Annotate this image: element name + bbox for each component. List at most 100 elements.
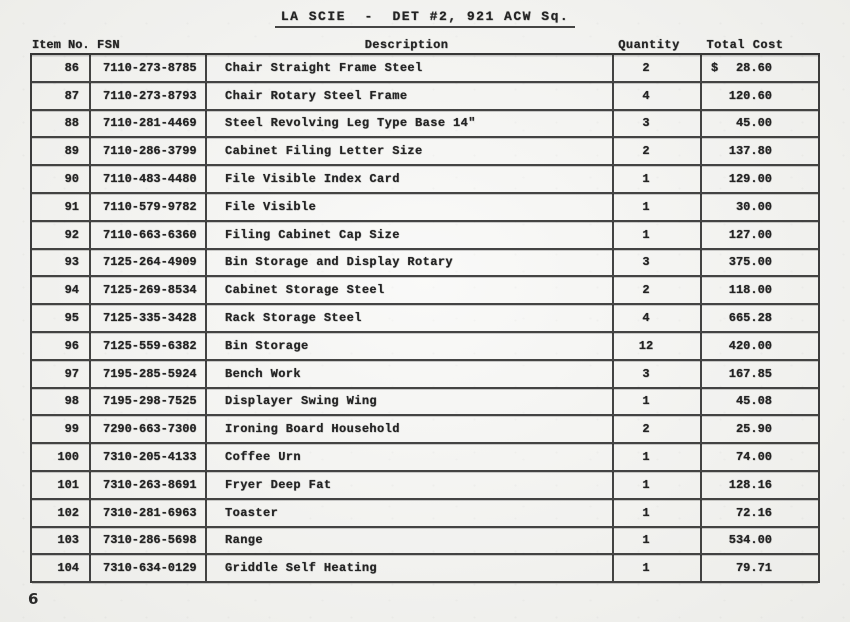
table-row: 89 7110-286-3799 Cabinet Filing Letter S…	[32, 138, 818, 167]
cell-item-no: 94	[64, 283, 79, 298]
cell-fsn: 7110-483-4480	[89, 166, 205, 192]
cell-fsn: 7125-264-4909	[89, 249, 205, 276]
cell-fsn: 7290-663-7300	[89, 416, 205, 443]
cell-fsn: 7310-281-6963	[89, 499, 205, 526]
cell-total-cost: 79.71	[700, 555, 818, 582]
cell-total-cost: 72.16	[700, 499, 818, 526]
cost-amount: 129.00	[728, 172, 772, 187]
cell-quantity: 2	[612, 277, 700, 304]
cell-quantity: 4	[612, 305, 700, 331]
cell-quantity: 1	[612, 444, 700, 470]
cell-fsn: 7310-205-4133	[89, 444, 205, 470]
cost-amount: 25.90	[735, 422, 772, 437]
cell-fsn: 7310-634-0129	[89, 555, 205, 582]
cell-total-cost: 665.28	[700, 305, 818, 331]
cost-amount: 45.00	[735, 116, 772, 131]
cost-amount: 167.85	[728, 366, 772, 381]
cell-description: Bin Storage and Display Rotary	[205, 249, 612, 276]
cell-quantity: 2	[612, 55, 700, 81]
cell-item-no: 103	[57, 533, 79, 548]
inventory-table: Item No. FSN Description Quantity Total …	[30, 38, 820, 584]
table-row: 96 7125-559-6382 Bin Storage 12 420.00	[32, 332, 818, 361]
cell-description: Bin Storage	[205, 332, 612, 359]
cell-total-cost: 118.00	[700, 277, 818, 304]
cell-item-no: 88	[64, 116, 79, 131]
cell-quantity: 1	[612, 193, 700, 220]
cell-fsn: 7110-663-6360	[89, 221, 205, 248]
cell-description: Coffee Urn	[205, 444, 612, 470]
cell-total-cost: 420.00	[700, 332, 818, 359]
cell-item-no: 97	[64, 366, 79, 381]
title-container: LA SCIE - DET #2, 921 ACW Sq.	[0, 7, 850, 28]
cell-item-no: 102	[57, 505, 79, 520]
cell-description: Steel Revolving Leg Type Base 14"	[205, 110, 612, 137]
cell-item-no: 89	[64, 144, 79, 159]
table-row: 104 7310-634-0129 Griddle Self Heating 1…	[32, 555, 818, 584]
cell-item-no: 96	[64, 338, 79, 353]
cell-item-no: 93	[64, 255, 79, 270]
cell-description: File Visible	[205, 193, 612, 220]
cell-description: File Visible Index Card	[205, 166, 612, 192]
cell-item-no: 90	[64, 172, 79, 187]
cell-quantity: 1	[612, 471, 700, 498]
table-row: 93 7125-264-4909 Bin Storage and Display…	[32, 249, 818, 278]
cell-total-cost: 45.08	[700, 388, 818, 415]
cell-quantity: 1	[612, 166, 700, 192]
cost-amount: 375.00	[728, 255, 772, 270]
page-number: 6	[28, 590, 39, 608]
cell-quantity: 4	[612, 82, 700, 109]
cell-description: Filing Cabinet Cap Size	[205, 221, 612, 248]
header-quantity: Quantity	[618, 38, 680, 52]
cell-total-cost: 127.00	[700, 221, 818, 248]
cost-amount: 127.00	[728, 227, 772, 242]
page-title: LA SCIE - DET #2, 921 ACW Sq.	[274, 9, 576, 28]
cost-amount: 118.00	[728, 283, 772, 298]
cell-description: Toaster	[205, 499, 612, 526]
cell-fsn: 7195-285-5924	[89, 360, 205, 387]
cell-description: Displayer Swing Wing	[205, 388, 612, 415]
cell-fsn: 7195-298-7525	[89, 388, 205, 415]
table-row: 101 7310-263-8691 Fryer Deep Fat 1 128.1…	[32, 471, 818, 500]
cost-amount: 665.28	[728, 311, 772, 326]
table-row: 102 7310-281-6963 Toaster 1 72.16	[32, 499, 818, 528]
cell-item-no: 104	[57, 561, 79, 576]
cell-quantity: 1	[612, 527, 700, 554]
cost-amount: 30.00	[735, 199, 772, 214]
cell-quantity: 12	[612, 332, 700, 359]
cell-total-cost: 30.00	[700, 193, 818, 220]
table-row: 88 7110-281-4469 Steel Revolving Leg Typ…	[32, 110, 818, 139]
cost-amount: 120.60	[728, 88, 772, 103]
cell-item-no: 91	[64, 199, 79, 214]
cell-item-no: 95	[64, 311, 79, 326]
table-row: 95 7125-335-3428 Rack Storage Steel 4 66…	[32, 305, 818, 333]
table-row: 86 7110-273-8785 Chair Straight Frame St…	[32, 55, 818, 83]
table-row: 94 7125-269-8534 Cabinet Storage Steel 2…	[32, 277, 818, 306]
cell-total-cost: 45.00	[700, 110, 818, 137]
cell-item-no: 99	[64, 422, 79, 437]
table-row: 99 7290-663-7300 Ironing Board Household…	[32, 416, 818, 445]
cell-quantity: 1	[612, 555, 700, 582]
table-row: 97 7195-285-5924 Bench Work 3 167.85	[32, 360, 818, 389]
cell-fsn: 7125-269-8534	[89, 277, 205, 304]
table-row: 98 7195-298-7525 Displayer Swing Wing 1 …	[32, 388, 818, 417]
header-total-cost: Total Cost	[706, 38, 784, 52]
cost-amount: 420.00	[728, 338, 772, 353]
cell-total-cost: 74.00	[700, 444, 818, 470]
table-body: 86 7110-273-8785 Chair Straight Frame St…	[30, 55, 820, 584]
cell-total-cost: 129.00	[700, 166, 818, 192]
cost-amount: 79.71	[735, 561, 772, 576]
cell-total-cost: 137.80	[700, 138, 818, 165]
table-row: 87 7110-273-8793 Chair Rotary Steel Fram…	[32, 82, 818, 111]
cell-quantity: 3	[612, 110, 700, 137]
cell-quantity: 2	[612, 138, 700, 165]
table-row: 90 7110-483-4480 File Visible Index Card…	[32, 166, 818, 194]
cell-fsn: 7110-579-9782	[89, 193, 205, 220]
cell-item-no: 101	[57, 477, 79, 492]
cell-item-no: 86	[64, 60, 79, 75]
cell-description: Chair Rotary Steel Frame	[205, 82, 612, 109]
cell-fsn: 7110-286-3799	[89, 138, 205, 165]
cell-description: Cabinet Storage Steel	[205, 277, 612, 304]
cell-description: Griddle Self Heating	[205, 555, 612, 582]
cell-total-cost: 375.00	[700, 249, 818, 276]
cell-fsn: 7310-286-5698	[89, 527, 205, 554]
